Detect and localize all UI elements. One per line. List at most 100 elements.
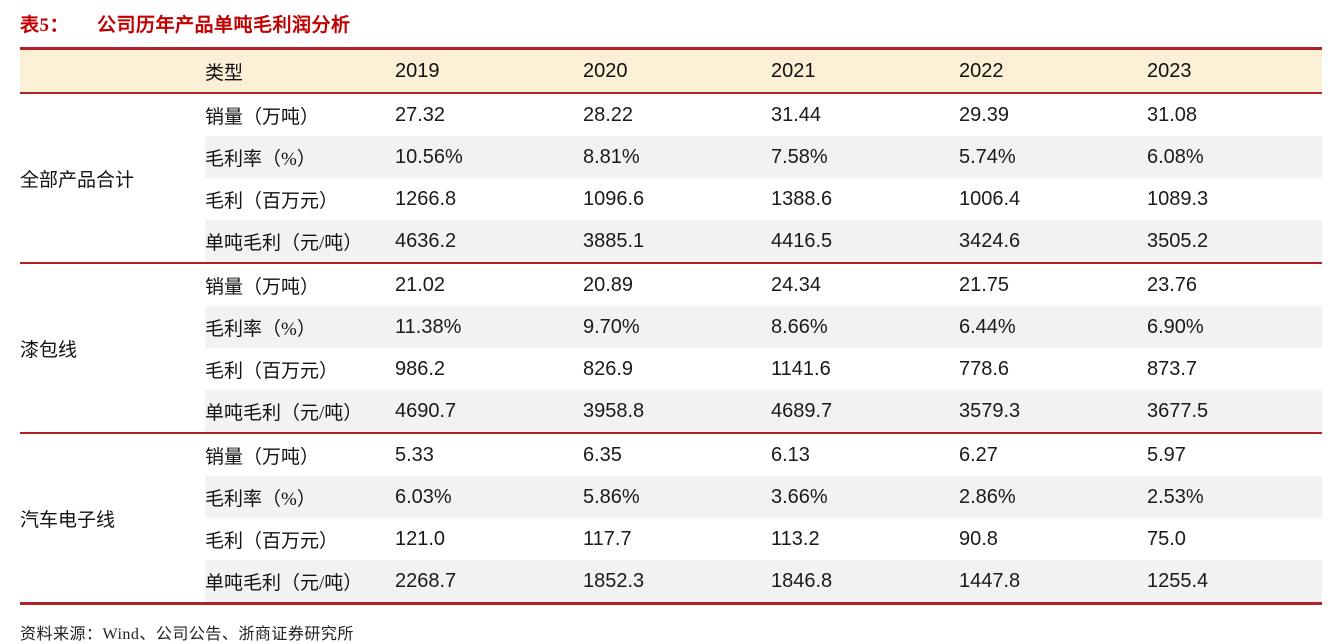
table-row: 毛利（百万元） 1266.8 1096.6 1388.6 1006.4 1089… <box>20 178 1322 220</box>
row-label: 销量（万吨） <box>205 106 320 128</box>
cell-value: 23.76 <box>1147 273 1198 296</box>
cell-value: 3.66% <box>771 476 959 518</box>
table-row: 单吨毛利（元/吨） 4690.7 3958.8 4689.7 3579.3 36… <box>20 390 1322 433</box>
cell-value: 6.13 <box>771 443 810 466</box>
cell-value: 29.39 <box>959 103 1010 126</box>
cell-value: 1447.8 <box>959 560 1147 604</box>
cell-value: 31.08 <box>1147 103 1198 126</box>
cell-value: 4416.5 <box>771 220 959 263</box>
cell-value: 1846.8 <box>771 560 959 604</box>
table-row: 毛利率（%） 6.03% 5.86% 3.66% 2.86% 2.53% <box>20 476 1322 518</box>
cell-value: 6.03% <box>395 476 583 518</box>
cell-value: 28.22 <box>583 103 634 126</box>
table-number-label: 表5： <box>20 15 70 36</box>
row-label: 毛利率（%） <box>205 476 395 518</box>
cell-value: 20.89 <box>583 273 634 296</box>
cell-value: 21.02 <box>395 273 446 296</box>
cell-value: 1852.3 <box>583 560 771 604</box>
cell-value: 9.70% <box>583 306 771 348</box>
cell-value: 3505.2 <box>1147 220 1322 263</box>
cell-value: 6.44% <box>959 306 1147 348</box>
table-title: 表5： 公司历年产品单吨毛利润分析 <box>20 10 1322 37</box>
cell-value: 3579.3 <box>959 390 1147 433</box>
table-row: 单吨毛利（元/吨） 2268.7 1852.3 1846.8 1447.8 12… <box>20 560 1322 604</box>
cell-value: 3885.1 <box>583 220 771 263</box>
header-type: 类型 <box>205 62 244 84</box>
group-automotive-wire: 汽车电子线 销量（万吨） 5.33 6.35 6.13 6.27 5.97 毛利… <box>20 433 1322 604</box>
table-row: 毛利（百万元） 121.0 117.7 113.2 90.8 75.0 <box>20 518 1322 560</box>
cell-value: 873.7 <box>1147 357 1198 380</box>
header-year-2021: 2021 <box>771 59 816 82</box>
cell-value: 21.75 <box>959 273 1010 296</box>
table-header: 类型 2019 2020 2021 2022 2023 <box>20 48 1322 94</box>
cell-value: 3424.6 <box>959 220 1147 263</box>
cell-value: 1089.3 <box>1147 187 1209 210</box>
table-row: 全部产品合计 销量（万吨） 27.32 28.22 31.44 29.39 31… <box>20 93 1322 263</box>
header-year-2020: 2020 <box>583 59 628 82</box>
header-year-2023: 2023 <box>1147 59 1192 82</box>
cell-value: 5.33 <box>395 443 434 466</box>
cell-value: 117.7 <box>583 527 632 550</box>
cell-value: 6.27 <box>959 443 998 466</box>
cell-value: 3958.8 <box>583 390 771 433</box>
row-label: 销量（万吨） <box>205 446 320 468</box>
cell-value: 24.34 <box>771 273 822 296</box>
row-label: 单吨毛利（元/吨） <box>205 220 395 263</box>
cell-value: 1141.6 <box>771 357 831 380</box>
table-row: 毛利（百万元） 986.2 826.9 1141.6 778.6 873.7 <box>20 348 1322 390</box>
cell-value: 1006.4 <box>959 187 1021 210</box>
group-all-products: 全部产品合计 销量（万吨） 27.32 28.22 31.44 29.39 31… <box>20 93 1322 263</box>
cell-value: 121.0 <box>395 527 446 550</box>
cell-value: 2268.7 <box>395 560 583 604</box>
table-title-text: 公司历年产品单吨毛利润分析 <box>97 15 351 36</box>
cell-value: 1388.6 <box>771 187 833 210</box>
cell-value: 6.35 <box>583 443 622 466</box>
cell-value: 8.66% <box>771 306 959 348</box>
cell-value: 31.44 <box>771 103 822 126</box>
cell-value: 5.74% <box>959 136 1147 178</box>
table-row: 单吨毛利（元/吨） 4636.2 3885.1 4416.5 3424.6 35… <box>20 220 1322 263</box>
cell-value: 3677.5 <box>1147 390 1322 433</box>
cell-value: 778.6 <box>959 357 1010 380</box>
cell-value: 1096.6 <box>583 187 645 210</box>
cell-value: 826.9 <box>583 357 634 380</box>
cell-value: 7.58% <box>771 136 959 178</box>
table-row: 毛利率（%） 11.38% 9.70% 8.66% 6.44% 6.90% <box>20 306 1322 348</box>
cell-value: 2.86% <box>959 476 1147 518</box>
header-empty-cell <box>20 49 205 94</box>
cell-value: 1266.8 <box>395 187 457 210</box>
row-label: 毛利（百万元） <box>205 360 339 382</box>
cell-value: 75.0 <box>1147 527 1186 550</box>
row-label: 毛利率（%） <box>205 306 395 348</box>
row-label: 毛利（百万元） <box>205 530 339 552</box>
group-label: 汽车电子线 <box>20 433 205 604</box>
row-label: 销量（万吨） <box>205 276 320 298</box>
header-year-2019: 2019 <box>395 59 440 82</box>
row-label: 毛利（百万元） <box>205 190 339 212</box>
cell-value: 2.53% <box>1147 476 1322 518</box>
cell-value: 11.38% <box>395 306 583 348</box>
row-label: 单吨毛利（元/吨） <box>205 390 395 433</box>
cell-value: 8.81% <box>583 136 771 178</box>
header-row: 类型 2019 2020 2021 2022 2023 <box>20 48 1322 94</box>
cell-value: 113.2 <box>771 527 820 550</box>
table-row: 汽车电子线 销量（万吨） 5.33 6.35 6.13 6.27 5.97 <box>20 433 1322 604</box>
cell-value: 27.32 <box>395 103 446 126</box>
cell-value: 10.56% <box>395 136 583 178</box>
table-row: 毛利率（%） 10.56% 8.81% 7.58% 5.74% 6.08% <box>20 136 1322 178</box>
row-label: 毛利率（%） <box>205 136 395 178</box>
header-year-2022: 2022 <box>959 59 1004 82</box>
group-enameled-wire: 漆包线 销量（万吨） 21.02 20.89 24.34 21.75 23.76… <box>20 263 1322 433</box>
group-label: 漆包线 <box>20 263 205 433</box>
cell-value: 986.2 <box>395 357 446 380</box>
cell-value: 5.86% <box>583 476 771 518</box>
cell-value: 6.90% <box>1147 306 1322 348</box>
cell-value: 4689.7 <box>771 390 959 433</box>
gross-profit-table: 类型 2019 2020 2021 2022 2023 全部产品合计 销量（万吨… <box>20 47 1322 605</box>
source-note: 资料来源：Wind、公司公告、浙商证券研究所 <box>20 626 354 643</box>
row-label: 单吨毛利（元/吨） <box>205 560 395 604</box>
cell-value: 4690.7 <box>395 390 583 433</box>
cell-value: 5.97 <box>1147 443 1186 466</box>
cell-value: 6.08% <box>1147 136 1322 178</box>
